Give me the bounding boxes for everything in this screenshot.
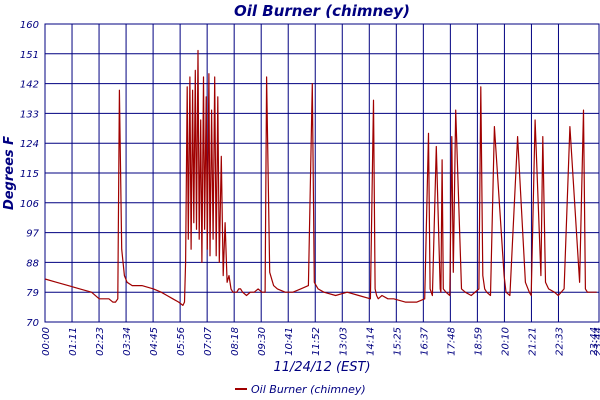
x-tick-label: 23:44	[593, 327, 600, 356]
y-tick-label: 115	[20, 169, 39, 180]
x-tick-label: 00:00	[41, 327, 52, 356]
x-tick-label: 01:11	[68, 327, 79, 356]
y-tick-label: 70	[26, 318, 39, 329]
y-axis-label: Degrees F	[2, 136, 17, 210]
x-tick-label: 04:45	[149, 327, 160, 356]
x-tick-label: 08:18	[230, 327, 241, 356]
series-line-oil-burner	[44, 49, 597, 306]
y-tick-label: 133	[20, 109, 39, 120]
y-tick-label: 160	[20, 20, 39, 31]
y-tick-label: 106	[20, 199, 39, 210]
plot-frame	[44, 23, 600, 323]
y-tick-label: 88	[26, 258, 39, 269]
x-tick-label: 22:33	[554, 327, 565, 356]
y-tick-label: 151	[20, 50, 39, 61]
chart-title: Oil Burner (chimney)	[234, 2, 410, 20]
x-tick-label: 14:14	[365, 327, 376, 356]
series-layer	[44, 49, 597, 306]
x-tick-label: 16:37	[419, 326, 430, 355]
x-tick-label: 17:48	[446, 327, 457, 356]
y-axis-ticks: 70 79 88 97 106 115 124 133 142 151 160	[20, 20, 40, 329]
y-tick-label: 97	[26, 229, 39, 240]
x-tick-label: 03:34	[122, 327, 133, 356]
y-tick-label: 142	[20, 80, 39, 91]
x-tick-label: 05:56	[176, 327, 187, 356]
x-tick-label: 23:44	[589, 327, 600, 356]
x-tick-label: 09:30	[257, 327, 268, 356]
y-tick-label: 124	[20, 139, 39, 150]
x-tick-label: 15:25	[392, 327, 403, 356]
x-tick-label: 11:52	[311, 327, 322, 356]
legend: Oil Burner (chimney)	[235, 383, 366, 396]
x-tick-label: 20:10	[500, 327, 511, 356]
y-tick-label: 79	[26, 288, 39, 299]
x-tick-label: 10:41	[284, 327, 295, 356]
x-tick-label: 21:21	[527, 327, 538, 356]
x-axis-ticks: 00:00 01:11 02:23 03:34 04:45 05:56 07:07 08:18…	[41, 326, 600, 355]
x-axis-label: 11/24/12 (EST)	[273, 360, 370, 375]
x-tick-label: 02:23	[95, 327, 106, 356]
x-tick-label: 13:03	[338, 327, 349, 356]
x-tick-label: 07:07	[203, 326, 214, 355]
legend-label: Oil Burner (chimney)	[251, 383, 366, 396]
x-tick-label: 18:59	[473, 327, 484, 356]
